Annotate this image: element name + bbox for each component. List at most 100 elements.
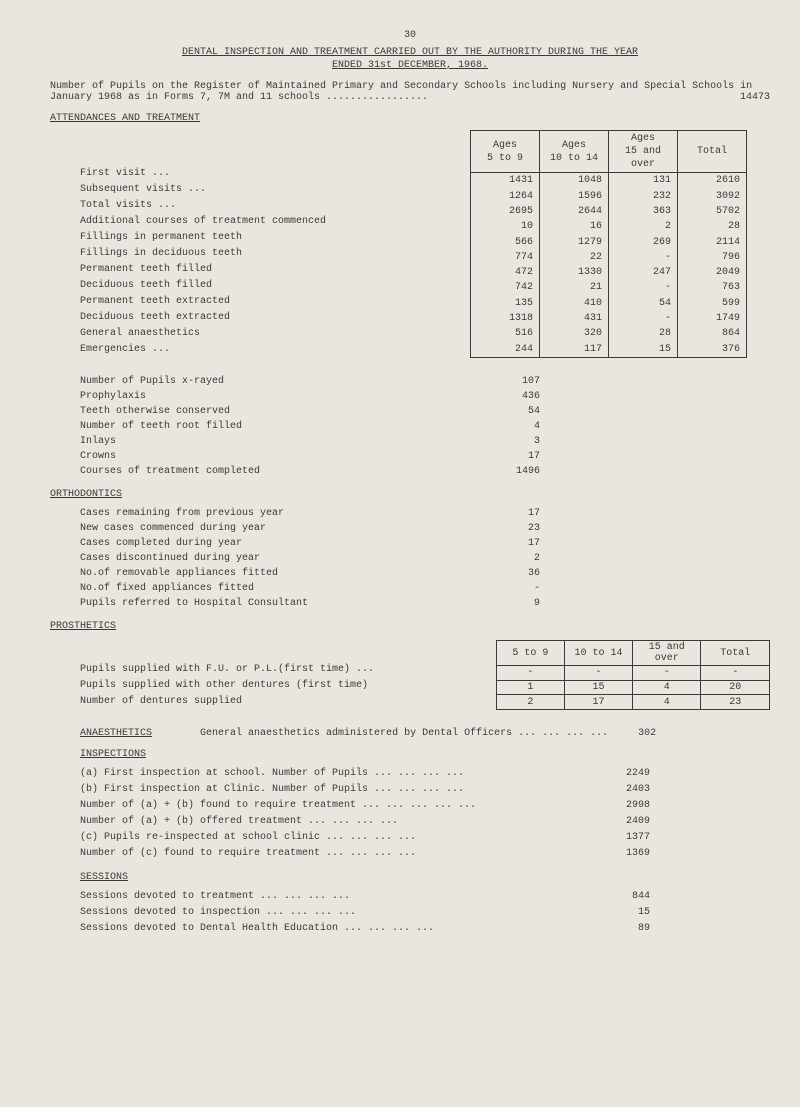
list-value: 107 bbox=[500, 374, 540, 389]
insp-row: Number of (a) + (b) offered treatment ..… bbox=[50, 814, 770, 830]
list-row: Cases discontinued during year2 bbox=[50, 551, 770, 566]
intro-value: 14473 bbox=[740, 92, 770, 103]
list-value: 17 bbox=[500, 536, 540, 551]
list-value: 1496 bbox=[500, 464, 540, 479]
pros-row-label: Pupils supplied with F.U. or P.L.(first … bbox=[80, 662, 496, 678]
list-label: Number of teeth root filled bbox=[50, 419, 500, 434]
list-row: No.of fixed appliances fitted- bbox=[50, 581, 770, 596]
main-cell: 2 bbox=[609, 219, 678, 234]
insp-label: Sessions devoted to Dental Health Educat… bbox=[50, 921, 600, 937]
main-row-label: Deciduous teeth filled bbox=[50, 278, 470, 294]
main-cell: 2644 bbox=[540, 204, 609, 219]
main-cell: 247 bbox=[609, 265, 678, 280]
main-row-label: Emergencies ... bbox=[50, 342, 470, 358]
pros-cell: 17 bbox=[564, 695, 632, 710]
list-label: New cases commenced during year bbox=[50, 521, 500, 536]
main-cell: 774 bbox=[471, 250, 540, 265]
insp-row: (b) First inspection at Clinic. Number o… bbox=[50, 782, 770, 798]
pros-cell: 15 bbox=[564, 680, 632, 695]
list-value: 9 bbox=[500, 596, 540, 611]
pros-row-label: Pupils supplied with other dentures (fir… bbox=[80, 678, 496, 694]
insp-row: Number of (a) + (b) found to require tre… bbox=[50, 798, 770, 814]
main-cell: 864 bbox=[678, 326, 747, 341]
insp-header: INSPECTIONS bbox=[50, 749, 770, 760]
main-cell: 28 bbox=[609, 326, 678, 341]
insp-value: 1377 bbox=[600, 830, 650, 846]
list-label: Teeth otherwise conserved bbox=[50, 404, 500, 419]
insp-label: (b) First inspection at Clinic. Number o… bbox=[50, 782, 600, 798]
main-header: Ages5 to 9 bbox=[471, 131, 540, 173]
main-cell: 1749 bbox=[678, 311, 747, 326]
main-cell: 244 bbox=[471, 342, 540, 358]
list-row: Number of Pupils x-rayed107 bbox=[50, 374, 770, 389]
main-cell: 2695 bbox=[471, 204, 540, 219]
insp-row: Sessions devoted to inspection ... ... .… bbox=[50, 905, 770, 921]
list-row: Teeth otherwise conserved54 bbox=[50, 404, 770, 419]
list-label: Cases remaining from previous year bbox=[50, 506, 500, 521]
main-cell: 566 bbox=[471, 234, 540, 249]
main-cell: 21 bbox=[540, 280, 609, 295]
list-value: - bbox=[500, 581, 540, 596]
list-label: Inlays bbox=[50, 434, 500, 449]
list-row: No.of removable appliances fitted36 bbox=[50, 566, 770, 581]
list-value: 36 bbox=[500, 566, 540, 581]
main-table-wrap: First visit ...Subsequent visits ...Tota… bbox=[50, 130, 770, 358]
pros-header: 5 to 9 bbox=[496, 641, 564, 666]
pros-table-wrap: Pupils supplied with F.U. or P.L.(first … bbox=[50, 640, 770, 710]
main-row-label: General anaesthetics bbox=[50, 326, 470, 342]
insp-label: Sessions devoted to inspection ... ... .… bbox=[50, 905, 600, 921]
list-row: Courses of treatment completed1496 bbox=[50, 464, 770, 479]
main-row-label: Subsequent visits ... bbox=[50, 182, 470, 198]
main-cell: 376 bbox=[678, 342, 747, 358]
pros-cell: 2 bbox=[496, 695, 564, 710]
pros-header: PROSTHETICS bbox=[50, 621, 770, 632]
insp-label: Number of (a) + (b) offered treatment ..… bbox=[50, 814, 600, 830]
page-number: 30 bbox=[50, 30, 770, 41]
main-cell: 1318 bbox=[471, 311, 540, 326]
list-row: Cases completed during year17 bbox=[50, 536, 770, 551]
main-header: Ages10 to 14 bbox=[540, 131, 609, 173]
pros-cell: - bbox=[701, 666, 770, 681]
list-row: New cases commenced during year23 bbox=[50, 521, 770, 536]
list-value: 17 bbox=[500, 506, 540, 521]
insp-row: Number of (c) found to require treatment… bbox=[50, 846, 770, 862]
list-label: Crowns bbox=[50, 449, 500, 464]
list-row: Pupils referred to Hospital Consultant9 bbox=[50, 596, 770, 611]
main-cell: 15 bbox=[609, 342, 678, 358]
main-cell: - bbox=[609, 311, 678, 326]
list-value: 436 bbox=[500, 389, 540, 404]
main-cell: 232 bbox=[609, 188, 678, 203]
list-value: 54 bbox=[500, 404, 540, 419]
sess-block: Sessions devoted to treatment ... ... ..… bbox=[50, 889, 770, 937]
insp-value: 2403 bbox=[600, 782, 650, 798]
main-cell: 1596 bbox=[540, 188, 609, 203]
main-cell: 742 bbox=[471, 280, 540, 295]
main-cell: 1431 bbox=[471, 173, 540, 189]
insp-value: 2998 bbox=[600, 798, 650, 814]
insp-label: Number of (a) + (b) found to require tre… bbox=[50, 798, 600, 814]
main-cell: 269 bbox=[609, 234, 678, 249]
list-label: Cases completed during year bbox=[50, 536, 500, 551]
main-cell: 1330 bbox=[540, 265, 609, 280]
main-cell: 54 bbox=[609, 296, 678, 311]
insp-block: (a) First inspection at school. Number o… bbox=[50, 766, 770, 862]
main-header: Ages15 and over bbox=[609, 131, 678, 173]
main-cell: 599 bbox=[678, 296, 747, 311]
pros-cell: 4 bbox=[633, 680, 701, 695]
list-label: Pupils referred to Hospital Consultant bbox=[50, 596, 500, 611]
insp-value: 15 bbox=[600, 905, 650, 921]
anaes-line: ANAESTHETICS General anaesthetics admini… bbox=[50, 728, 770, 739]
main-cell: 131 bbox=[609, 173, 678, 189]
insp-value: 89 bbox=[600, 921, 650, 937]
anaes-header: ANAESTHETICS bbox=[80, 728, 152, 739]
list-label: Number of Pupils x-rayed bbox=[50, 374, 500, 389]
pros-cell: - bbox=[564, 666, 632, 681]
anaes-value: 302 bbox=[638, 728, 656, 739]
intro-text: Number of Pupils on the Register of Main… bbox=[50, 81, 770, 103]
insp-value: 2409 bbox=[600, 814, 650, 830]
main-cell: 2610 bbox=[678, 173, 747, 189]
pros-table: 5 to 910 to 1415 and overTotal ----11542… bbox=[496, 640, 770, 710]
main-cell: 117 bbox=[540, 342, 609, 358]
title-line-2: ENDED 31st DECEMBER, 1968. bbox=[50, 60, 770, 71]
insp-value: 2249 bbox=[600, 766, 650, 782]
